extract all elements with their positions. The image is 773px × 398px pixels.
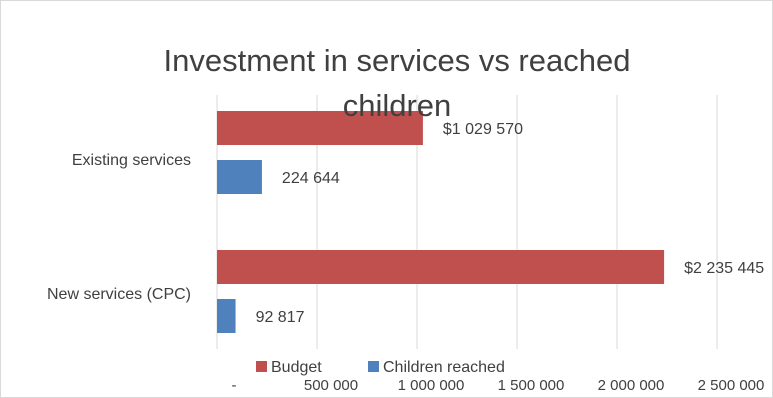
chart-title-line-1: Investment in services vs reached	[164, 43, 631, 78]
bar-children-reached-1	[217, 299, 236, 333]
data-label-budget-0: $1 029 570	[443, 121, 523, 138]
data-label-children-reached-0: 224 644	[282, 170, 340, 187]
data-label-children-reached-1: 92 817	[256, 309, 305, 326]
chart-title-line-2: children	[343, 88, 452, 123]
bar-budget-1	[217, 250, 665, 284]
x-tick-label-5: 2 500 000	[698, 377, 765, 394]
bar-children-reached-0	[217, 160, 262, 194]
legend-label-children-reached: Children reached	[383, 359, 505, 376]
legend-swatch-children-reached	[368, 361, 379, 372]
category-label-1: New services (CPC)	[47, 286, 191, 303]
bar-budget-0	[217, 111, 423, 145]
x-tick-label-1: 500 000	[304, 377, 358, 394]
data-label-budget-1: $2 235 445	[684, 260, 764, 277]
legend-label-budget: Budget	[271, 359, 322, 376]
x-tick-label-2: 1 000 000	[398, 377, 465, 394]
x-tick-label-4: 2 000 000	[598, 377, 665, 394]
legend-swatch-budget	[256, 361, 267, 372]
x-tick-label-0: -	[232, 377, 237, 394]
x-tick-label-3: 1 500 000	[498, 377, 565, 394]
category-label-0: Existing services	[72, 152, 191, 169]
